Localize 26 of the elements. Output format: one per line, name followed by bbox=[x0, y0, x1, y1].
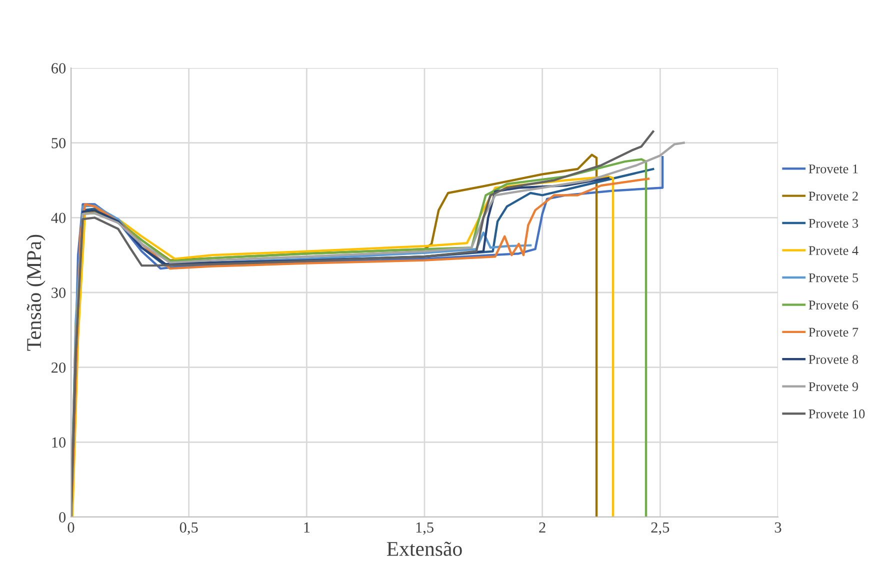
legend-label: Provete 8 bbox=[808, 354, 858, 364]
legend-label: Provete 3 bbox=[808, 218, 858, 228]
x-axis-title: Extensão bbox=[386, 542, 462, 556]
legend-label: Provete 1 bbox=[808, 164, 858, 174]
y-tick-label: 40 bbox=[51, 212, 66, 224]
y-axis-title: Tensão (MPa) bbox=[26, 234, 46, 351]
x-tick-label: 2 bbox=[539, 522, 546, 532]
x-tick-label: 3 bbox=[774, 522, 782, 533]
legend-label: Provete 6 bbox=[808, 300, 858, 310]
y-tick-label: 10 bbox=[52, 437, 66, 448]
y-tick-label: 30 bbox=[52, 288, 66, 298]
legend-label: Provete 10 bbox=[808, 409, 865, 418]
y-tick-label: 0 bbox=[59, 512, 66, 522]
x-tick-label: 0,5 bbox=[180, 522, 198, 535]
x-tick-label: 1 bbox=[304, 522, 310, 532]
legend-label: Provete 2 bbox=[808, 192, 858, 201]
x-tick-label: 1,5 bbox=[416, 522, 434, 535]
legend-label: Provete 4 bbox=[808, 246, 858, 256]
legend-label: Provete 9 bbox=[808, 382, 858, 392]
legend-label: Provete 7 bbox=[808, 328, 858, 337]
y-tick-label: 60 bbox=[52, 63, 66, 74]
y-tick-label: 20 bbox=[52, 362, 66, 373]
x-tick-label: 0 bbox=[68, 522, 74, 533]
x-tick-label: 2,5 bbox=[651, 522, 670, 535]
y-tick-label: 50 bbox=[52, 138, 66, 148]
legend-label: Provete 5 bbox=[808, 273, 858, 282]
